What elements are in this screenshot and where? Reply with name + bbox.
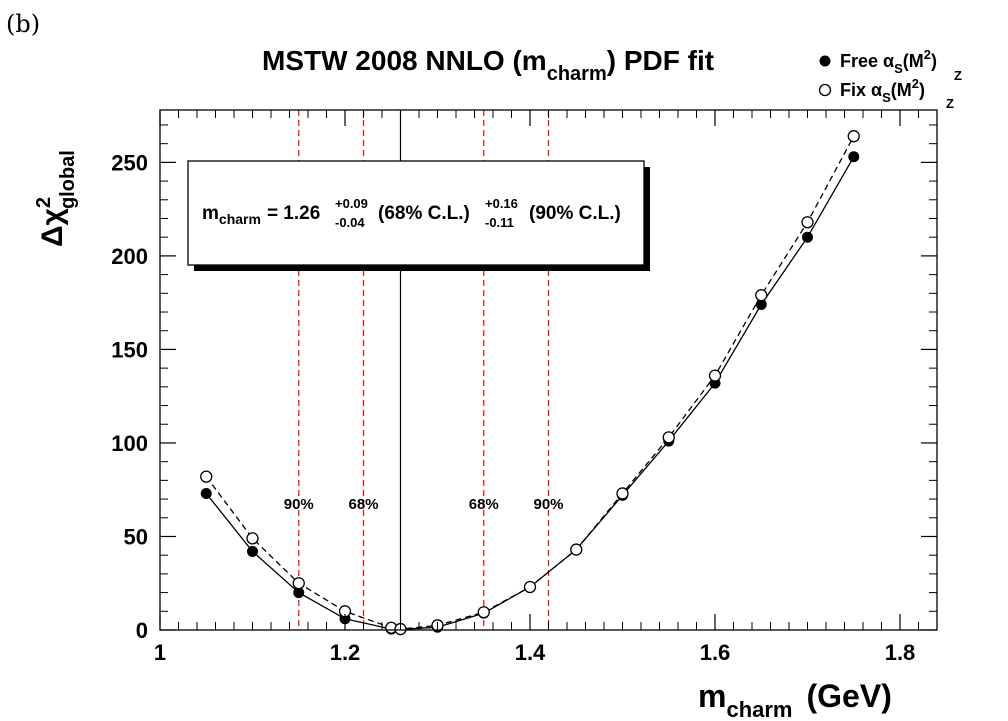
y-axis-label-main: Δχ (36, 207, 69, 247)
legend-entry-free-arg-sup: 2 (924, 47, 931, 62)
annotation-cl90-down: -0.11 (485, 215, 514, 230)
data-point-s1-14 (801, 216, 814, 229)
legend-marker-free (819, 55, 831, 67)
x-axis-label-unit: (GeV) (807, 678, 892, 714)
ticks (159, 110, 938, 631)
legend-entry-fix-label: Fix α (840, 80, 882, 100)
y-tick-label-4: 200 (111, 244, 148, 269)
legend-entry-fix-arg: (M (891, 80, 912, 100)
data-point-s1-11 (662, 431, 675, 444)
legend-entry-free-arg: (M (903, 51, 924, 71)
legend-entry-fix-close: ) (919, 80, 925, 100)
legend-entry-fix-arg-sup: 2 (912, 76, 919, 91)
data-point-s1-7 (477, 606, 490, 619)
legend-arg-sub-free: Z (954, 68, 962, 83)
x-axis-label-main: m (698, 678, 726, 714)
series-points (200, 130, 860, 636)
data-point-s1-13 (755, 289, 768, 302)
data-point-s1-10 (616, 487, 629, 500)
data-point-s0-13 (755, 299, 767, 311)
legend: Free αS(M2) Fix αS(M2) Z Z (818, 47, 962, 111)
x-tick-label-2: 1.4 (515, 640, 546, 665)
y-axis-label-sub: global (57, 150, 79, 209)
annotation-cl68-text: (68% C.L.) (378, 203, 470, 224)
x-tick-label-1: 1.2 (330, 640, 361, 665)
x-tick-label-3: 1.6 (700, 640, 731, 665)
annotation-cl90-text: (90% C.L.) (529, 203, 621, 224)
legend-entry-fix: Fix αS(M2) (840, 76, 925, 105)
data-point-s0-2 (293, 587, 305, 599)
confidence-labels: 90% 68% 68% 90% (284, 496, 564, 513)
data-point-s1-12 (708, 369, 722, 382)
legend-entry-free: Free αS(M2) (840, 47, 937, 76)
series-lines (205, 135, 855, 631)
series-line-1 (205, 135, 855, 630)
x-tick-label-0: 1 (154, 640, 166, 665)
legend-marker-fix (818, 83, 832, 97)
data-point-s1-1 (246, 532, 259, 545)
data-point-s0-15 (848, 151, 860, 163)
data-point-s1-15 (847, 130, 860, 143)
chart-title-end: ) PDF fit (607, 45, 714, 76)
y-tick-label-0: 0 (136, 618, 148, 643)
annotation-central: = 1.26 (267, 203, 320, 224)
legend-entry-free-close: ) (931, 51, 937, 71)
cl-label-3: 68% (469, 496, 499, 513)
x-axis-label-sub: charm (726, 697, 792, 721)
panel-label: (b) (6, 10, 40, 38)
data-point-s1-9 (570, 543, 583, 556)
annotation-cl90-up: +0.16 (485, 196, 518, 211)
annotation-cl68-up: +0.09 (335, 196, 368, 211)
data-point-s1-2 (292, 577, 305, 590)
x-axis-label: mcharm (GeV) (698, 678, 892, 721)
data-point-s1-0 (200, 470, 213, 483)
annotation-cl68-down: -0.04 (335, 215, 365, 230)
annotation-var: m (202, 203, 219, 224)
legend-arg-sub-fix: Z (946, 96, 954, 111)
data-point-s0-1 (247, 545, 258, 557)
legend-entry-free-sub: S (894, 61, 903, 76)
annotation-var-sub: charm (219, 211, 261, 227)
y-tick-label-1: 50 (124, 524, 148, 549)
chart-title: MSTW 2008 NNLO (mcharm) PDF fit (262, 45, 714, 85)
y-tick-label-5: 250 (111, 150, 148, 175)
data-point-s0-0 (200, 487, 212, 499)
annotation-text: mcharm = 1.26 (202, 203, 320, 227)
data-point-s0-14 (802, 231, 813, 243)
y-axis-label-sup: 2 (33, 197, 55, 208)
legend-entry-free-label: Free α (840, 51, 894, 71)
cl-label-1: 90% (284, 496, 314, 513)
cl-label-2: 68% (348, 496, 378, 513)
chart-title-main: MSTW 2008 NNLO (m (262, 45, 547, 76)
chart-title-sub: charm (547, 63, 607, 85)
annotation-box-frame (187, 160, 645, 266)
cl-label-4: 90% (533, 496, 563, 513)
legend-entry-fix-sub: S (882, 90, 891, 105)
data-point-s1-8 (523, 580, 537, 594)
plot-area: 90% 68% 68% 90% (200, 110, 860, 636)
x-tick-label-4: 1.8 (885, 640, 916, 665)
tick-labels: 1 1.2 1.4 1.6 1.8 0 50 100 150 200 250 (111, 150, 915, 665)
y-tick-label-3: 150 (111, 337, 148, 362)
y-tick-label-2: 100 (111, 431, 148, 456)
y-axis-label: Δχ2 global (33, 150, 79, 247)
annotation-box: mcharm = 1.26 +0.09 -0.04 (68% C.L.) +0.1… (187, 160, 650, 271)
